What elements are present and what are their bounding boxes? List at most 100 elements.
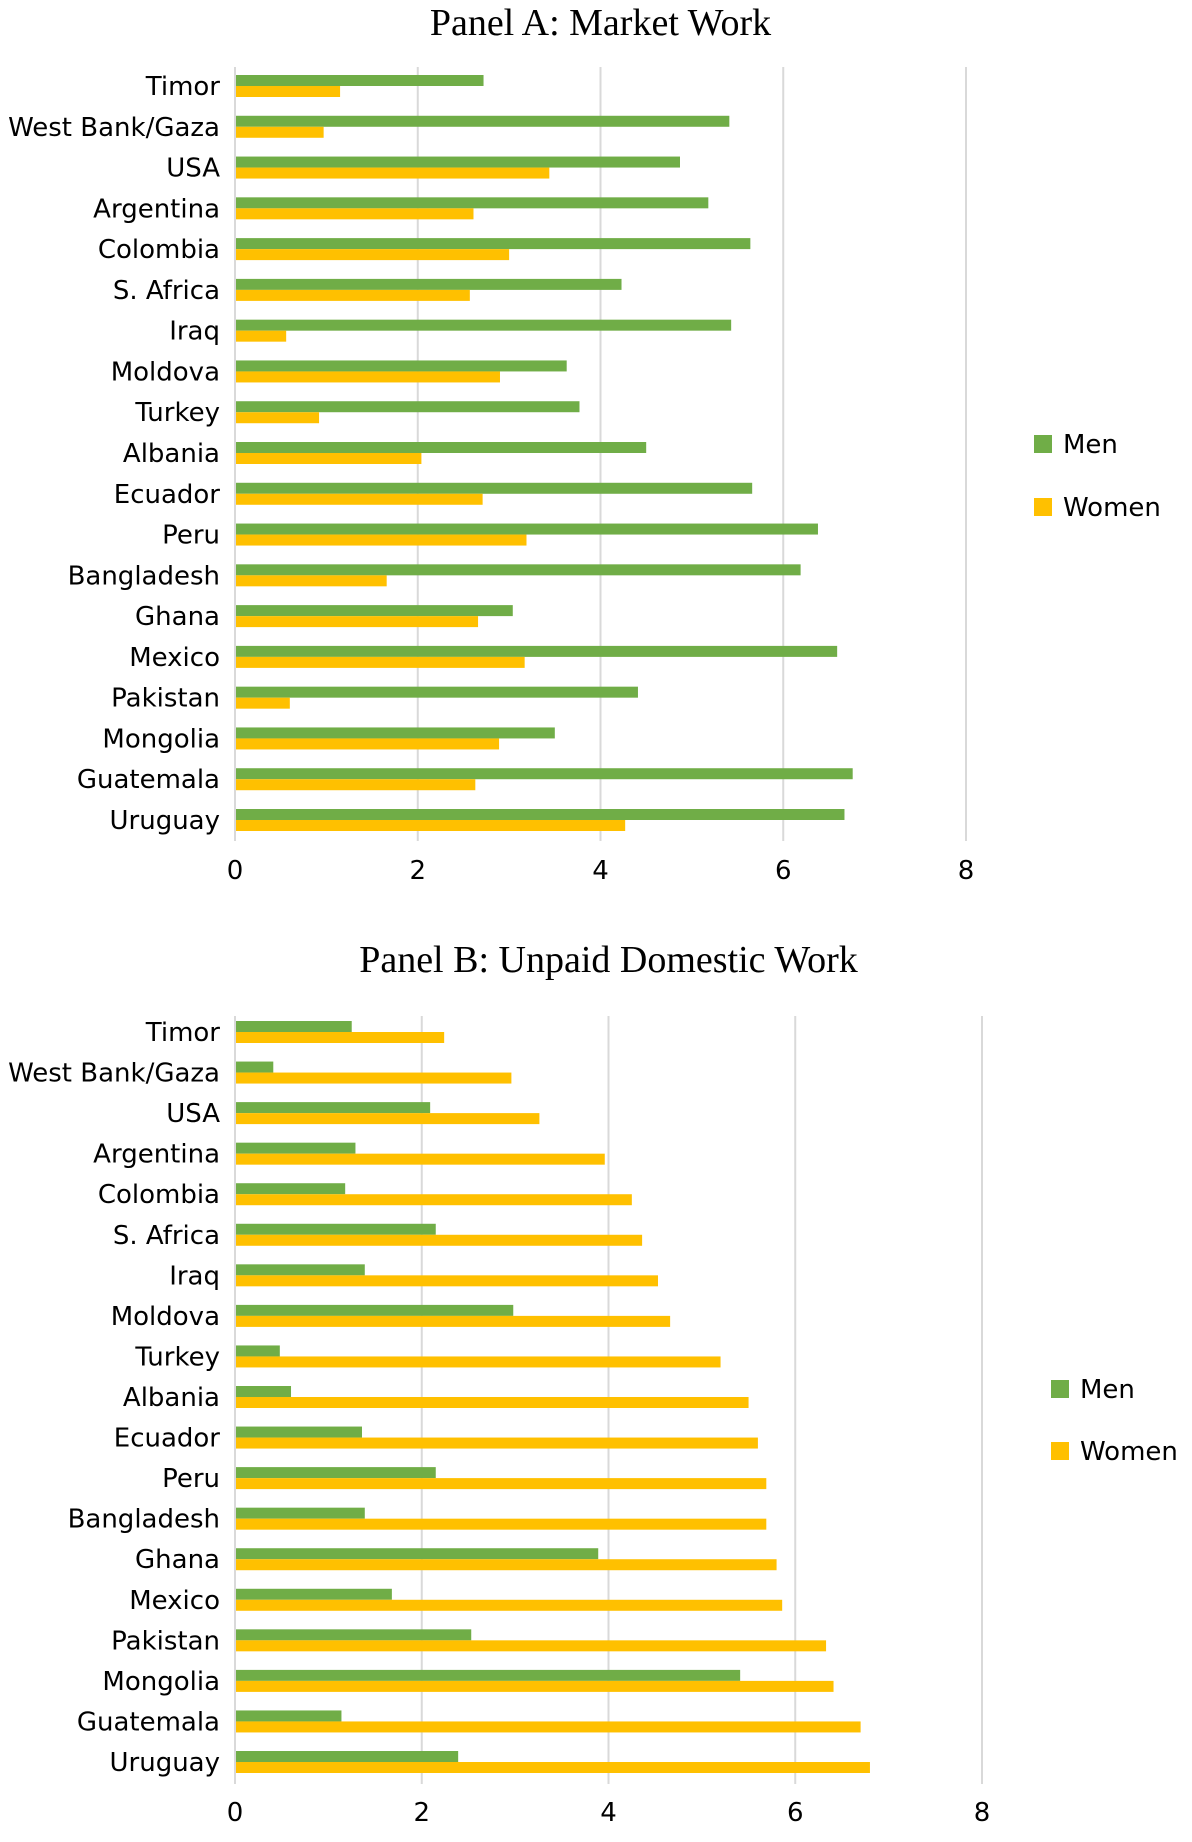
- category-label: Guatemala: [77, 765, 220, 795]
- bar-men: [236, 482, 753, 494]
- bar-women: [236, 616, 479, 628]
- bar-men: [236, 1264, 365, 1276]
- bar-men: [236, 115, 730, 127]
- legend-label-men: Men: [1080, 1375, 1135, 1405]
- category-label: S. Africa: [113, 276, 220, 306]
- category-label: Uruguay: [110, 806, 221, 836]
- category-label: Peru: [162, 1464, 220, 1494]
- bar-men: [236, 1223, 436, 1235]
- bar-men: [236, 1588, 392, 1600]
- bar-women: [236, 1478, 767, 1490]
- bar-women: [236, 1397, 749, 1408]
- category-label: Mexico: [129, 1586, 220, 1616]
- bar-men: [236, 768, 853, 780]
- category-label: Iraq: [169, 317, 220, 347]
- bar-men: [236, 238, 751, 250]
- category-label: Uruguay: [110, 1748, 221, 1778]
- x-tick-label: 6: [787, 1798, 804, 1828]
- legend-swatch-men: [1051, 1380, 1069, 1398]
- category-label: Bangladesh: [68, 1505, 220, 1535]
- x-tick-label: 8: [974, 1798, 991, 1828]
- x-tick-label: 6: [775, 856, 792, 886]
- bar-women: [236, 575, 387, 587]
- bar-men: [236, 1751, 459, 1762]
- bar-women: [236, 167, 550, 179]
- bar-women: [236, 208, 474, 220]
- bar-men: [236, 75, 484, 86]
- bar-women: [236, 330, 287, 342]
- category-label: Albania: [123, 1383, 220, 1413]
- bar-women: [236, 1640, 827, 1652]
- x-tick-label: 4: [592, 856, 609, 886]
- x-tick-label: 4: [600, 1798, 617, 1828]
- bar-men: [236, 564, 801, 576]
- bar-men: [236, 686, 638, 698]
- category-label: Timor: [145, 72, 221, 102]
- category-label: Turkey: [134, 1342, 220, 1372]
- bar-women: [236, 289, 470, 301]
- category-label: Guatemala: [77, 1707, 220, 1737]
- bar-men: [236, 1061, 274, 1073]
- bar-women: [236, 1234, 643, 1246]
- bar-women: [236, 1275, 658, 1287]
- category-label: Pakistan: [111, 1626, 220, 1656]
- category-label: Albania: [123, 439, 220, 469]
- bar-women: [236, 412, 320, 424]
- legend-swatch-women: [1034, 498, 1052, 516]
- bar-men: [236, 1629, 472, 1641]
- category-label: West Bank/Gaza: [8, 113, 220, 143]
- category-label: USA: [166, 1099, 220, 1129]
- chart-title: Panel A: Market Work: [430, 2, 771, 44]
- bar-men: [236, 1021, 352, 1032]
- x-tick-label: 2: [413, 1798, 430, 1828]
- category-label: Mexico: [129, 643, 220, 673]
- category-label: Pakistan: [111, 684, 220, 714]
- bar-women: [236, 1680, 834, 1692]
- bar-women: [236, 1518, 767, 1530]
- legend-swatch-women: [1051, 1442, 1069, 1460]
- bar-women: [236, 453, 422, 464]
- legend-label-men: Men: [1063, 430, 1118, 460]
- category-label: Ecuador: [114, 480, 221, 510]
- x-tick-label: 0: [227, 1798, 244, 1828]
- category-label: Moldova: [111, 357, 220, 387]
- bar-women: [236, 656, 525, 668]
- bar-men: [236, 1669, 741, 1681]
- bar-men: [236, 1304, 514, 1316]
- bar-men: [236, 1102, 431, 1114]
- category-label: Argentina: [93, 194, 220, 224]
- category-label: West Bank/Gaza: [8, 1059, 220, 1089]
- category-label: Ghana: [135, 1545, 220, 1575]
- bar-women: [236, 1032, 445, 1043]
- x-tick-label: 8: [958, 856, 975, 886]
- category-label: Mongolia: [102, 724, 220, 754]
- bar-men: [236, 645, 838, 657]
- bar-men: [236, 727, 555, 739]
- legend-label-women: Women: [1063, 493, 1161, 523]
- bar-women: [236, 1559, 777, 1571]
- x-tick-label: 0: [227, 856, 244, 886]
- chart-title: Panel B: Unpaid Domestic Work: [359, 939, 858, 981]
- bar-men: [236, 1548, 599, 1560]
- bar-men: [236, 1183, 346, 1195]
- bar-women: [236, 1113, 540, 1125]
- bar-women: [236, 249, 510, 261]
- bar-men: [236, 1345, 280, 1357]
- bar-men: [236, 1142, 356, 1154]
- bar-men: [236, 319, 732, 331]
- category-label: Argentina: [93, 1140, 220, 1170]
- bar-women: [236, 126, 324, 138]
- category-label: Peru: [162, 521, 220, 551]
- bar-men: [236, 197, 709, 209]
- category-label: Ghana: [135, 602, 220, 632]
- bar-men: [236, 1386, 292, 1397]
- legend-label-women: Women: [1080, 1437, 1178, 1467]
- bar-women: [236, 371, 500, 383]
- bar-women: [236, 738, 500, 750]
- bar-women: [236, 820, 626, 831]
- category-label: Turkey: [134, 398, 220, 428]
- bar-women: [236, 697, 290, 709]
- legend-swatch-men: [1034, 435, 1052, 453]
- bar-women: [236, 1356, 721, 1368]
